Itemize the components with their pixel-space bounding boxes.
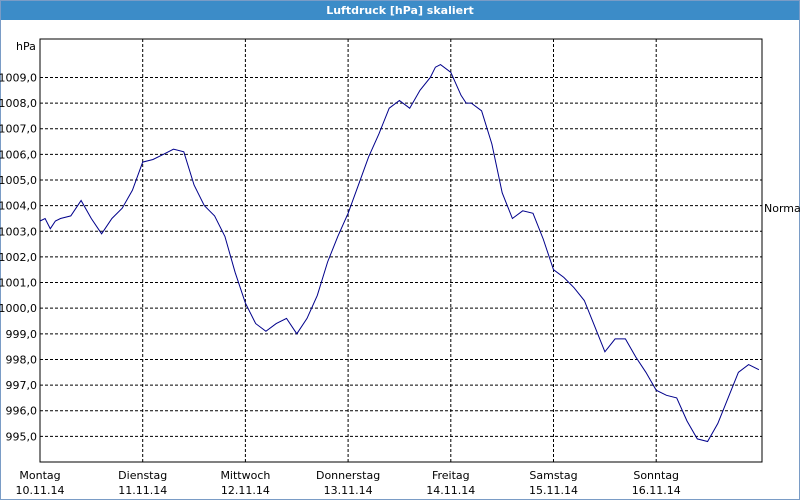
y-tick-label: 998,0 xyxy=(6,353,38,366)
y-tick-label: 1000,0 xyxy=(0,302,37,315)
x-tick-day-label: Freitag xyxy=(432,469,470,482)
y-tick-label: 1004,0 xyxy=(0,200,37,213)
x-tick-date-label: 14.11.14 xyxy=(426,484,475,497)
y-tick-label: 1003,0 xyxy=(0,225,37,238)
x-tick-day-label: Dienstag xyxy=(118,469,167,482)
y-tick-labels: 995,0 996,0 997,0 998,0 999,0 1000,0 1001,0 100… xyxy=(0,71,37,443)
plot-area xyxy=(39,38,763,463)
y-tick-label: 1008,0 xyxy=(0,97,37,110)
x-tick-day-label: Samstag xyxy=(529,469,577,482)
series-line xyxy=(39,64,760,443)
y-axis-unit-label: hPa xyxy=(16,40,36,53)
x-tick-date-label: 16.11.14 xyxy=(632,484,681,497)
y-tick-label: 1005,0 xyxy=(0,174,37,187)
x-tick-date-label: 13.11.14 xyxy=(324,484,373,497)
x-tick-day-label: Montag xyxy=(19,469,60,482)
grid-lines xyxy=(40,39,762,462)
x-tick-day-label: Sonntag xyxy=(633,469,679,482)
y-tick-label: 1007,0 xyxy=(0,123,37,136)
y-tick-label: 997,0 xyxy=(6,379,38,392)
x-tick-date-label: 15.11.14 xyxy=(529,484,578,497)
y-tick-label: 996,0 xyxy=(6,405,38,418)
y-tick-label: 995,0 xyxy=(6,430,38,443)
x-tick-date-label: 10.11.14 xyxy=(16,484,65,497)
reference-label-normal: Normal xyxy=(764,202,800,215)
x-tick-day-label: Donnerstag xyxy=(316,469,380,482)
y-tick-label: 1006,0 xyxy=(0,148,37,161)
y-tick-label: 999,0 xyxy=(6,328,38,341)
y-tick-label: 1009,0 xyxy=(0,71,37,84)
x-tick-day-label: Mittwoch xyxy=(220,469,270,482)
x-tick-date-label: 12.11.14 xyxy=(221,484,270,497)
y-tick-label: 1001,0 xyxy=(0,277,37,290)
x-tick-labels: Montag 10.11.14 Dienstag 11.11.14 Mittwoch 12… xyxy=(16,469,681,497)
chart-title: Luftdruck [hPa] skaliert xyxy=(1,1,799,20)
y-tick-label: 1002,0 xyxy=(0,251,37,264)
x-tick-date-label: 11.11.14 xyxy=(118,484,167,497)
series-layer xyxy=(39,64,760,443)
